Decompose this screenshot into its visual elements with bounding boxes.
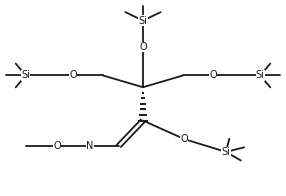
Text: Si: Si <box>138 15 148 26</box>
Text: O: O <box>69 70 77 81</box>
Text: O: O <box>53 141 61 151</box>
Text: Si: Si <box>221 147 231 157</box>
Text: O: O <box>181 134 188 144</box>
Text: Si: Si <box>256 70 265 81</box>
Text: O: O <box>209 70 217 81</box>
Text: O: O <box>139 42 147 52</box>
Text: Si: Si <box>21 70 30 81</box>
Text: N: N <box>86 141 94 151</box>
